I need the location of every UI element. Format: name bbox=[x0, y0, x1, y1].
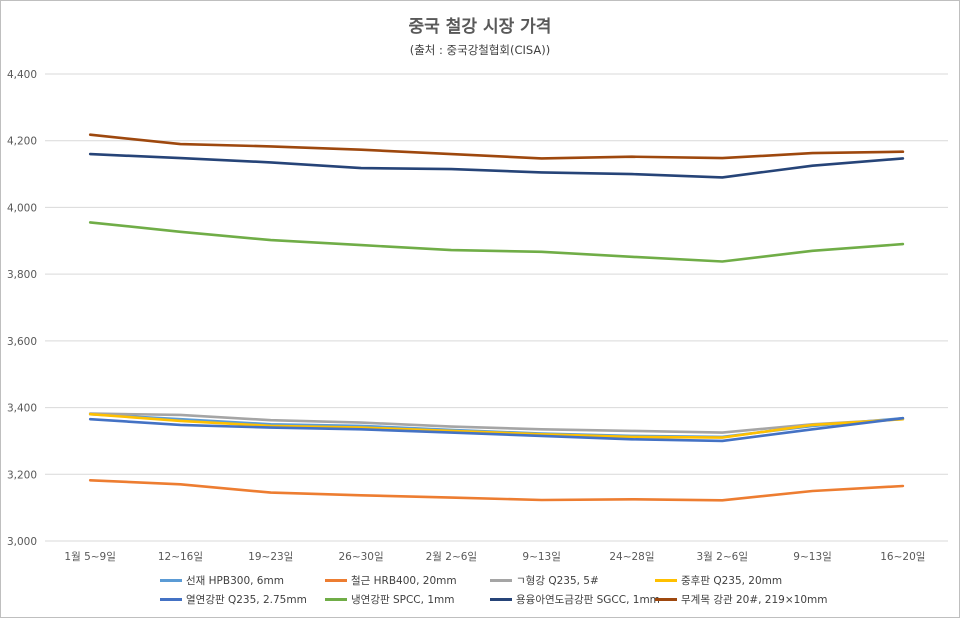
legend-item: ㄱ형강 Q235, 5# bbox=[490, 573, 655, 588]
legend-label: 철근 HRB400, 20mm bbox=[351, 575, 457, 587]
series-line-5 bbox=[88, 221, 905, 263]
series-lines bbox=[88, 133, 905, 502]
x-axis-tick-labels: 1월 5~9일 12~16일 19~23일 26~30일 2월 2~6일 9~13일 24~… bbox=[64, 550, 925, 563]
legend-item: 철근 HRB400, 20mm bbox=[325, 573, 490, 588]
legend-label: ㄱ형강 Q235, 5# bbox=[516, 575, 599, 587]
series-line-6 bbox=[88, 152, 905, 179]
legend-swatch bbox=[655, 598, 677, 601]
legend: 선재 HPB300, 6mm 철근 HRB400, 20mm ㄱ형강 Q235, 5… bbox=[160, 573, 880, 607]
y-tick-label: 4,400 bbox=[7, 69, 37, 81]
legend-swatch bbox=[160, 579, 182, 582]
legend-label: 무계목 강관 20#, 219×10mm bbox=[681, 594, 828, 606]
y-tick-label: 3,800 bbox=[7, 269, 37, 281]
gridlines bbox=[45, 73, 948, 542]
legend-item: 용융아연도금강판 SGCC, 1mm bbox=[490, 592, 660, 607]
x-tick-label: 24~28일 bbox=[609, 550, 654, 563]
legend-item: 열연강판 Q235, 2.75mm bbox=[160, 592, 325, 607]
x-tick-label: 9~13일 bbox=[793, 550, 832, 563]
series-line-1 bbox=[88, 478, 905, 502]
legend-swatch bbox=[160, 598, 182, 601]
legend-label: 중후판 Q235, 20mm bbox=[681, 575, 783, 587]
legend-swatch bbox=[325, 598, 347, 601]
x-tick-label: 12~16일 bbox=[158, 550, 203, 563]
chart-title: 중국 철강 시장 가격 bbox=[408, 17, 552, 37]
legend-item: 선재 HPB300, 6mm bbox=[160, 573, 325, 588]
legend-swatch bbox=[490, 579, 512, 582]
x-tick-label: 1월 5~9일 bbox=[64, 550, 116, 563]
legend-item: 무계목 강관 20#, 219×10mm bbox=[655, 592, 827, 607]
legend-label: 용융아연도금강판 SGCC, 1mm bbox=[516, 594, 660, 606]
legend-label: 선재 HPB300, 6mm bbox=[186, 575, 284, 587]
series-line-2 bbox=[88, 412, 905, 434]
legend-swatch bbox=[490, 598, 512, 601]
x-tick-label: 16~20일 bbox=[880, 550, 925, 563]
legend-swatch bbox=[325, 579, 347, 582]
legend-item: 냉연강판 SPCC, 1mm bbox=[325, 592, 490, 607]
legend-item: 중후판 Q235, 20mm bbox=[655, 573, 820, 588]
x-tick-label: 2월 2~6일 bbox=[426, 550, 478, 563]
x-tick-label: 26~30일 bbox=[338, 550, 383, 563]
y-tick-label: 4,200 bbox=[7, 136, 37, 148]
x-tick-label: 9~13일 bbox=[522, 550, 561, 563]
y-tick-label: 3,400 bbox=[7, 403, 37, 415]
y-tick-label: 3,600 bbox=[7, 336, 37, 348]
series-line-4 bbox=[88, 416, 905, 443]
legend-label: 열연강판 Q235, 2.75mm bbox=[186, 594, 307, 606]
y-tick-label: 3,200 bbox=[7, 469, 37, 481]
chart-subtitle: (출처 : 중국강철협회(CISA)) bbox=[409, 43, 551, 57]
x-tick-label: 19~23일 bbox=[248, 550, 293, 563]
y-tick-label: 3,000 bbox=[7, 536, 37, 548]
legend-label: 냉연강판 SPCC, 1mm bbox=[351, 594, 455, 606]
series-line-7 bbox=[88, 133, 905, 160]
series-line-3 bbox=[88, 412, 905, 439]
y-tick-label: 4,000 bbox=[7, 202, 37, 214]
y-axis-tick-labels: 3,000 3,200 3,400 3,600 3,800 4,000 4,200 4,400 bbox=[7, 69, 37, 548]
legend-swatch bbox=[655, 579, 677, 582]
x-tick-label: 3월 2~6일 bbox=[697, 550, 749, 563]
